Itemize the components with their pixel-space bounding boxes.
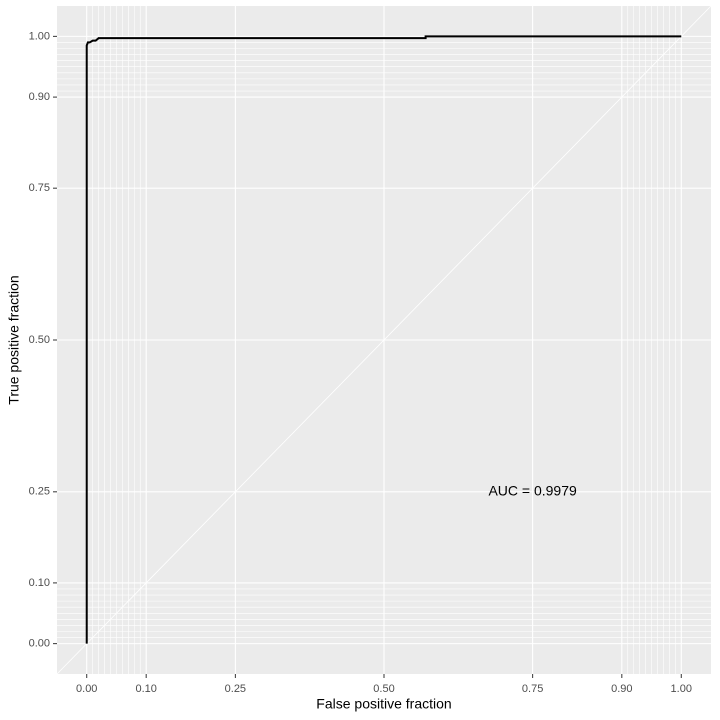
x-tick-label: 0.25 — [225, 683, 246, 695]
y-tick-label: 0.00 — [29, 638, 50, 650]
y-tick-label: 1.00 — [29, 30, 50, 42]
x-tick-label: 0.90 — [611, 683, 632, 695]
x-tick-label: 0.50 — [373, 683, 394, 695]
y-tick-label: 0.90 — [29, 91, 50, 103]
x-tick-label: 0.75 — [522, 683, 543, 695]
y-tick-label: 0.50 — [29, 334, 50, 346]
y-tick-label: 0.10 — [29, 577, 50, 589]
x-tick-label: 0.00 — [76, 683, 97, 695]
y-tick-label: 0.75 — [29, 182, 50, 194]
x-tick-label: 0.10 — [135, 683, 156, 695]
annotation: AUC = 0.9979 — [488, 483, 577, 499]
x-axis-title: False positive fraction — [316, 696, 451, 712]
y-axis-title: True positive fraction — [6, 275, 22, 404]
diagonal — [56, 5, 712, 675]
y-tick-label: 0.25 — [29, 486, 50, 498]
x-tick-label: 1.00 — [671, 683, 692, 695]
roc-curve — [85, 35, 682, 644]
